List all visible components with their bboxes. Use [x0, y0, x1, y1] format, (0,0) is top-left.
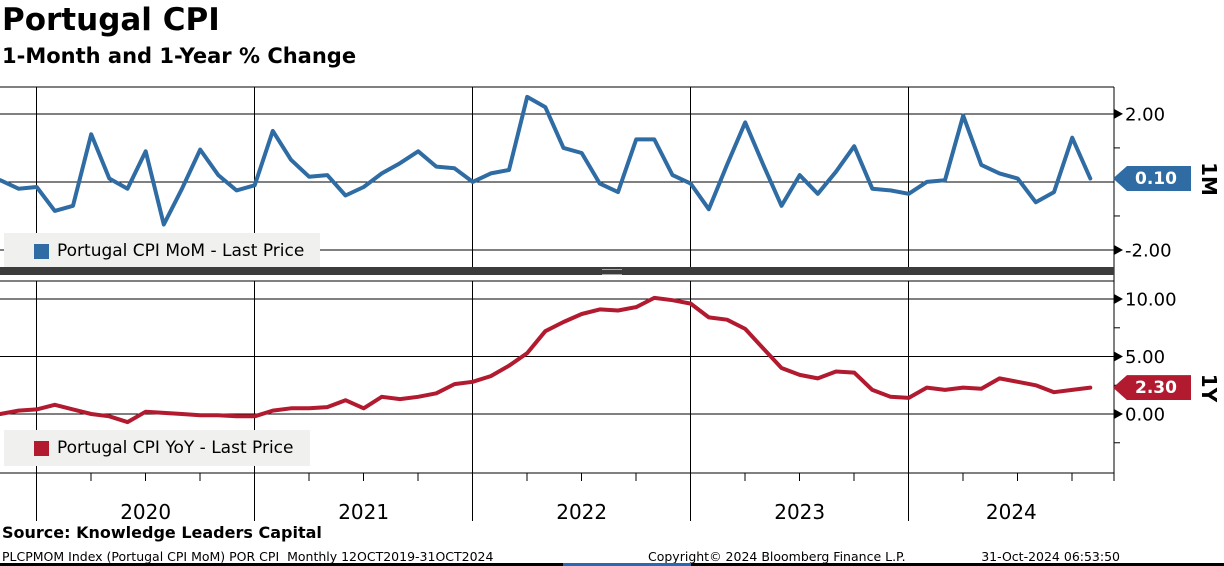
x-gridlines — [36, 87, 1073, 521]
window-edge-bar — [0, 563, 1224, 566]
mom-legend-swatch-icon — [34, 243, 49, 259]
svg-text:2023: 2023 — [774, 500, 825, 524]
footer-copyright: Copyright© 2024 Bloomberg Finance L.P. — [648, 549, 906, 564]
legend-yoy-label: Portugal CPI YoY - Last Price — [57, 438, 294, 458]
page-subtitle: 1-Month and 1-Year % Change — [2, 44, 357, 68]
y-ticks-1Y: 10.00 5.00 0.00 — [1114, 290, 1177, 444]
y-gridlines-1Y — [0, 298, 1114, 415]
splitter-grip-icon — [602, 269, 622, 275]
window-edge-highlight — [563, 563, 691, 566]
axis-label-1m: 1M — [1197, 161, 1221, 196]
svg-text:-2.00: -2.00 — [1125, 240, 1172, 261]
axis-label-1y: 1Y — [1197, 373, 1221, 402]
footer-security-info: PLCPMOM Index (Portugal CPI MoM) POR CPI… — [2, 549, 494, 564]
yoy-legend-swatch-icon — [34, 440, 49, 456]
svg-text:10.00: 10.00 — [1125, 290, 1177, 311]
svg-text:0.00: 0.00 — [1125, 405, 1165, 426]
footer-timestamp: 31-Oct-2024 06:53:50 — [981, 549, 1120, 564]
legend-mom[interactable]: Portugal CPI MoM - Last Price — [4, 233, 321, 269]
svg-text:5.00: 5.00 — [1125, 347, 1165, 368]
mom-last-price-tag: 0.10 — [1113, 166, 1191, 192]
y-ticks-1M: 2.00 -2.00 — [1114, 104, 1172, 261]
svg-text:2021: 2021 — [338, 500, 389, 524]
page-title: Portugal CPI — [2, 2, 220, 38]
svg-text:2024: 2024 — [986, 500, 1037, 524]
source-line: Source: Knowledge Leaders Capital — [2, 523, 322, 542]
x-year-labels: 2020 2021 2022 2023 2024 — [120, 500, 1037, 524]
svg-text:2022: 2022 — [556, 500, 607, 524]
yoy-last-price-tag: 2.30 — [1113, 375, 1191, 401]
legend-mom-label: Portugal CPI MoM - Last Price — [57, 241, 305, 261]
svg-text:2.00: 2.00 — [1125, 104, 1165, 125]
series-1M — [0, 94, 1093, 227]
series-1Y — [0, 295, 1093, 425]
panel-splitter[interactable] — [0, 267, 1114, 275]
svg-text:2020: 2020 — [120, 500, 171, 524]
legend-yoy[interactable]: Portugal CPI YoY - Last Price — [4, 430, 310, 466]
